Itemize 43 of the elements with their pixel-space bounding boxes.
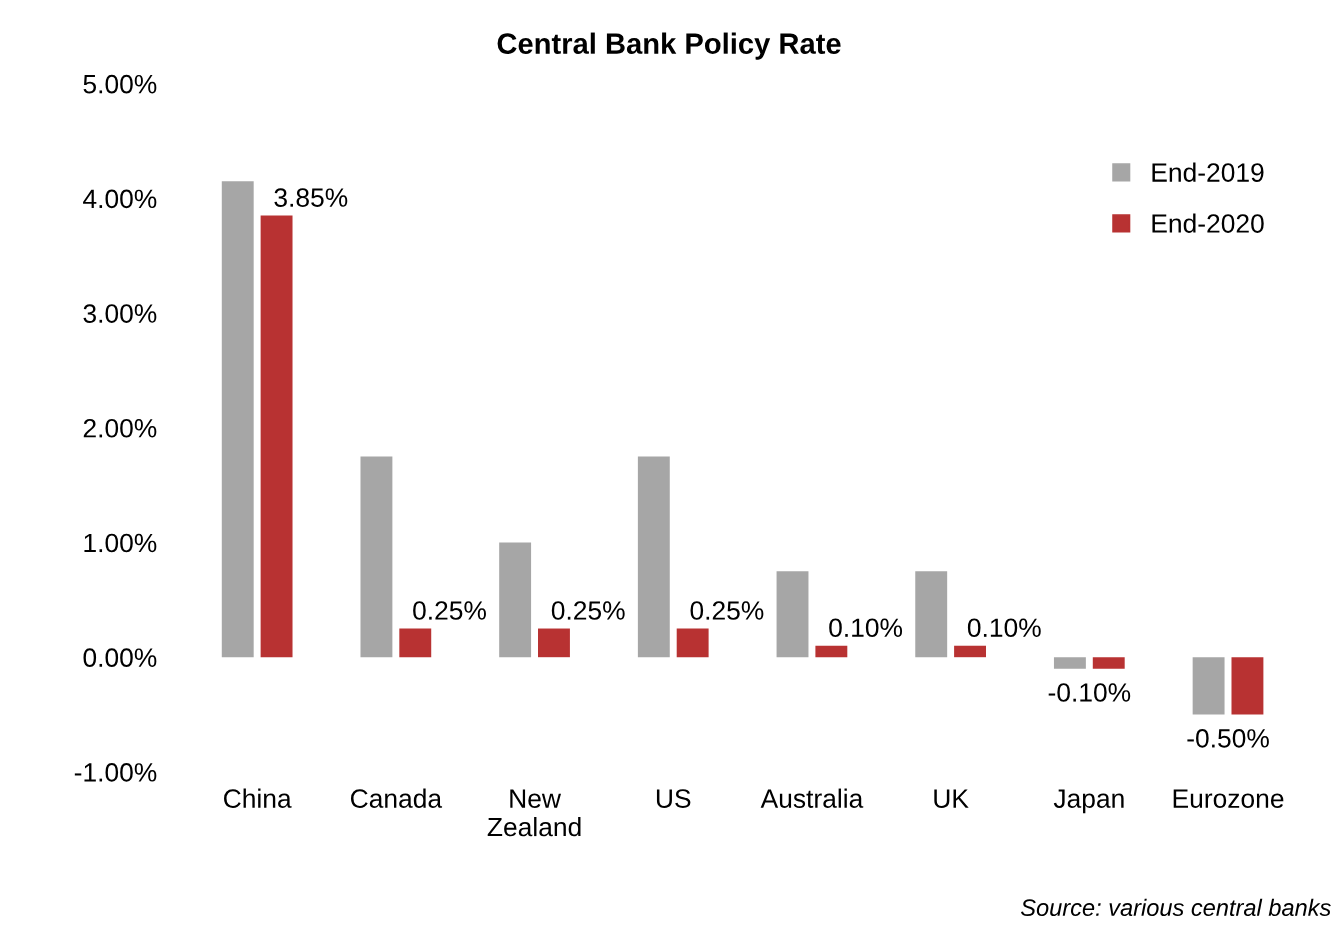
bar (399, 628, 432, 658)
x-tick-label: UK (934, 789, 969, 808)
y-tick-label: 3.00% (83, 304, 157, 323)
data-label: 0.25% (690, 601, 764, 620)
data-label: -0.50% (1187, 729, 1269, 748)
source-note: Source: various central banks (1020, 898, 1331, 917)
y-tick-label: -1.00% (74, 763, 157, 782)
bar (676, 628, 709, 658)
x-tick-label: Australia (760, 788, 864, 808)
bar (538, 628, 570, 658)
bar (1053, 657, 1086, 669)
x-tick-label: New Zealand (487, 789, 581, 837)
bar (776, 571, 809, 658)
bar (915, 571, 948, 658)
bar (221, 181, 254, 658)
bar (360, 456, 393, 658)
data-label: 3.85% (274, 188, 348, 207)
data-label: -0.10% (1048, 683, 1131, 702)
bar (1231, 657, 1264, 715)
bar (1192, 657, 1225, 715)
bar (954, 645, 986, 658)
legend-label: End-2020 (1152, 213, 1264, 233)
data-label: 0.25% (551, 601, 625, 620)
bar (499, 542, 532, 658)
bar (637, 456, 670, 658)
x-tick-label: Eurozone (1173, 789, 1284, 808)
y-tick-label: 5.00% (83, 74, 157, 94)
x-tick-label: US (656, 789, 691, 808)
data-label: 0.25% (413, 601, 486, 620)
y-tick-label: 1.00% (84, 533, 157, 553)
y-tick-label: 0.00% (83, 648, 157, 668)
bar (815, 645, 848, 658)
y-tick-label: 2.00% (83, 418, 157, 438)
x-tick-label: Japan (1053, 789, 1124, 814)
bar (260, 215, 293, 658)
y-tick-label: 4.00% (83, 189, 157, 209)
x-tick-label: Canada (350, 788, 443, 808)
chart-title: Central Bank Policy Rate (497, 32, 841, 60)
x-tick-label: China (224, 788, 292, 808)
legend-label: End-2019 (1152, 162, 1264, 182)
bar (1092, 657, 1125, 669)
data-label: 0.10% (829, 618, 903, 638)
data-label: 0.10% (967, 618, 1041, 638)
